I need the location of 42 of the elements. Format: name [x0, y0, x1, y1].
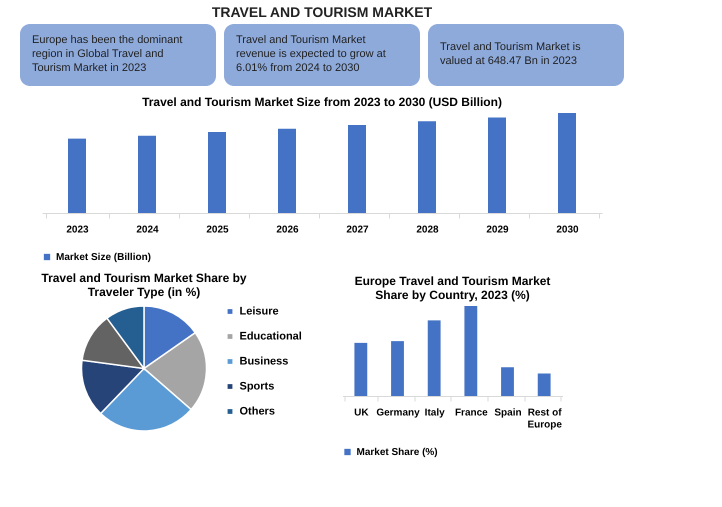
- legend-label: Sports: [240, 380, 274, 392]
- x-tick-label: 2023: [66, 224, 90, 236]
- bar: [501, 367, 514, 396]
- x-tick-label: Italy: [424, 408, 446, 418]
- x-tick-label: 2027: [346, 224, 370, 236]
- x-tick-label: 2026: [276, 224, 300, 236]
- chart-title: Europe Travel and Tourism Market Share by Country, 2023 (%): [354, 274, 550, 302]
- legend-label: Educational: [240, 330, 302, 342]
- bar: [538, 374, 551, 396]
- bar: [354, 342, 368, 396]
- x-tick-label: 2030: [556, 224, 580, 236]
- chart-title: Travel and Tourism Market Size from 2023 to 2030 (USD Billion): [142, 95, 502, 109]
- bar: [558, 113, 576, 213]
- bar: [138, 136, 156, 213]
- x-tick-label: 2024: [136, 224, 160, 236]
- legend-label: Others: [240, 406, 275, 418]
- legend-label: Leisure: [240, 306, 279, 318]
- text: Travel and Tourism Market revenue is expected to grow at 6.01% from 2024 to 2030: [236, 34, 386, 74]
- bar: [428, 320, 441, 396]
- bar: [208, 132, 226, 213]
- legend-label: Market Size (Billion): [56, 252, 152, 263]
- bar: [464, 306, 478, 396]
- text: Travel and Tourism Market is valued at 648.47 Bn in 2023: [440, 41, 582, 67]
- bar: [348, 125, 366, 213]
- x-tick-label: 2025: [206, 224, 230, 236]
- legend-label: Business: [240, 356, 288, 368]
- chart-title: Travel and Tourism Market Share by Traveler Type (in %): [41, 271, 247, 299]
- text: Europe has been the dominant region in Global Travel and Tourism Market in 2023: [32, 34, 182, 74]
- legend-label: Market Share (%): [356, 447, 438, 458]
- bar: [391, 341, 404, 396]
- x-tick-label: UK: [354, 408, 370, 418]
- x-tick-label: Spain: [494, 408, 522, 418]
- bar: [278, 128, 296, 213]
- bar: [488, 118, 506, 213]
- x-tick-label: Germany: [376, 408, 420, 418]
- text: TRAVEL AND TOURISM MARKET: [212, 4, 433, 20]
- x-tick-label: 2029: [486, 224, 510, 236]
- bar: [68, 138, 86, 213]
- x-tick-label: Rest of Europe: [527, 408, 562, 430]
- bar: [418, 121, 436, 213]
- x-tick-label: France: [454, 408, 488, 418]
- x-tick-label: 2028: [416, 224, 440, 236]
